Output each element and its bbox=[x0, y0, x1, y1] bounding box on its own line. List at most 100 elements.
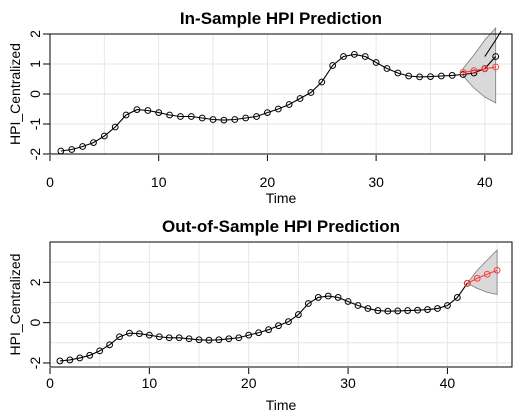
hpi-point bbox=[285, 318, 292, 326]
x-tick-label: 10 bbox=[151, 174, 167, 190]
hpi-point bbox=[383, 65, 391, 72]
hpi-point bbox=[334, 294, 342, 301]
hpi-point bbox=[66, 356, 74, 364]
hpi-point bbox=[136, 330, 143, 338]
x-tick-label: 10 bbox=[142, 375, 158, 391]
hpi-point bbox=[361, 53, 369, 60]
x-tick-label: 40 bbox=[440, 375, 456, 391]
hpi-point bbox=[198, 114, 206, 122]
hpi-point bbox=[340, 53, 347, 60]
hpi-point bbox=[122, 111, 130, 119]
hpi-point bbox=[79, 143, 87, 150]
x-tick-label: 0 bbox=[46, 375, 54, 391]
hpi-point bbox=[384, 307, 392, 315]
x-tick-label: 40 bbox=[477, 174, 493, 190]
hpi-point bbox=[96, 347, 104, 355]
hpi-point bbox=[116, 333, 123, 341]
hpi-point bbox=[374, 307, 382, 314]
hpi-point bbox=[86, 351, 94, 359]
hpi-point bbox=[225, 335, 233, 343]
hpi-point bbox=[314, 294, 322, 301]
hpi-point bbox=[307, 89, 315, 96]
hpi-point bbox=[195, 336, 203, 344]
hpi-point bbox=[235, 334, 243, 342]
hpi-point bbox=[344, 298, 352, 305]
hpi-point bbox=[329, 62, 337, 69]
hpi-point bbox=[205, 336, 213, 344]
hpi-point bbox=[437, 72, 445, 80]
prediction-interval-band bbox=[466, 249, 498, 295]
hpi-point bbox=[414, 306, 422, 314]
hpi-point bbox=[166, 111, 173, 119]
hpi-point bbox=[111, 123, 119, 131]
hpi-point bbox=[165, 334, 173, 342]
hpi-point bbox=[394, 69, 402, 77]
hpi-point bbox=[90, 139, 97, 147]
chart-title: Out-of-Sample HPI Prediction bbox=[162, 217, 400, 236]
y-tick-label: -2 bbox=[27, 148, 43, 161]
hpi-point bbox=[304, 300, 312, 307]
hpi-point bbox=[242, 114, 250, 122]
hpi-point bbox=[294, 311, 302, 318]
x-tick-label: 30 bbox=[368, 174, 384, 190]
hpi-point bbox=[285, 101, 293, 108]
hpi-point bbox=[253, 113, 260, 120]
hpi-point bbox=[354, 302, 362, 309]
hpi-point bbox=[444, 302, 451, 309]
y-tick-label: 1 bbox=[27, 60, 43, 68]
x-tick-label: 30 bbox=[340, 375, 356, 391]
prediction-interval-band bbox=[462, 26, 497, 104]
chart-title: In-Sample HPI Prediction bbox=[180, 9, 382, 28]
x-axis-label: Time bbox=[266, 397, 297, 413]
hpi-point bbox=[209, 116, 217, 123]
hpi-point bbox=[264, 109, 271, 116]
y-axis-label: HPI_Centralized bbox=[7, 43, 23, 145]
hpi-point bbox=[220, 116, 228, 124]
prediction-point bbox=[473, 274, 481, 282]
hpi-point bbox=[177, 113, 184, 120]
prediction-series-line bbox=[467, 269, 498, 284]
hpi-point bbox=[185, 335, 193, 343]
prediction-series-line bbox=[462, 66, 496, 73]
hpi-point bbox=[231, 116, 239, 123]
hpi-series-line bbox=[59, 283, 468, 362]
hpi-series-line bbox=[60, 53, 497, 152]
hpi-point bbox=[459, 71, 467, 78]
hpi-point bbox=[255, 329, 263, 337]
x-tick-label: 20 bbox=[241, 375, 257, 391]
hpi-point bbox=[187, 113, 195, 120]
y-axis-label: HPI_Centralized bbox=[7, 254, 23, 356]
hpi-point bbox=[404, 307, 412, 314]
hpi-point bbox=[133, 106, 141, 113]
hpi-point bbox=[144, 107, 152, 114]
hpi-point bbox=[274, 105, 282, 113]
hpi-point bbox=[245, 331, 253, 339]
y-tick-label: 2 bbox=[27, 278, 43, 286]
hpi-point bbox=[434, 305, 441, 312]
x-tick-label: 0 bbox=[46, 174, 54, 190]
prediction-point bbox=[470, 67, 478, 74]
hpi-point bbox=[318, 78, 326, 86]
hpi-point bbox=[106, 341, 114, 349]
hpi-point bbox=[453, 294, 461, 301]
hpi-point bbox=[405, 72, 413, 80]
prediction-point bbox=[481, 65, 489, 73]
y-tick-label: 0 bbox=[27, 319, 43, 327]
hpi-point bbox=[145, 331, 153, 339]
y-tick-label: 2 bbox=[27, 30, 43, 38]
hpi-point bbox=[416, 73, 424, 81]
hpi-point bbox=[155, 109, 163, 116]
prediction-point bbox=[493, 266, 501, 274]
hpi-point bbox=[424, 306, 431, 313]
hpi-point bbox=[364, 305, 372, 312]
prediction-point bbox=[492, 63, 500, 71]
plot-frame bbox=[49, 241, 513, 368]
hpi-point bbox=[126, 329, 133, 337]
y-tick-label: -2 bbox=[27, 357, 43, 370]
hpi-point bbox=[492, 53, 500, 60]
hpi-point bbox=[394, 307, 402, 315]
y-tick-label: 0 bbox=[27, 90, 43, 98]
hpi-point bbox=[448, 72, 456, 79]
x-tick-label: 20 bbox=[260, 174, 276, 190]
